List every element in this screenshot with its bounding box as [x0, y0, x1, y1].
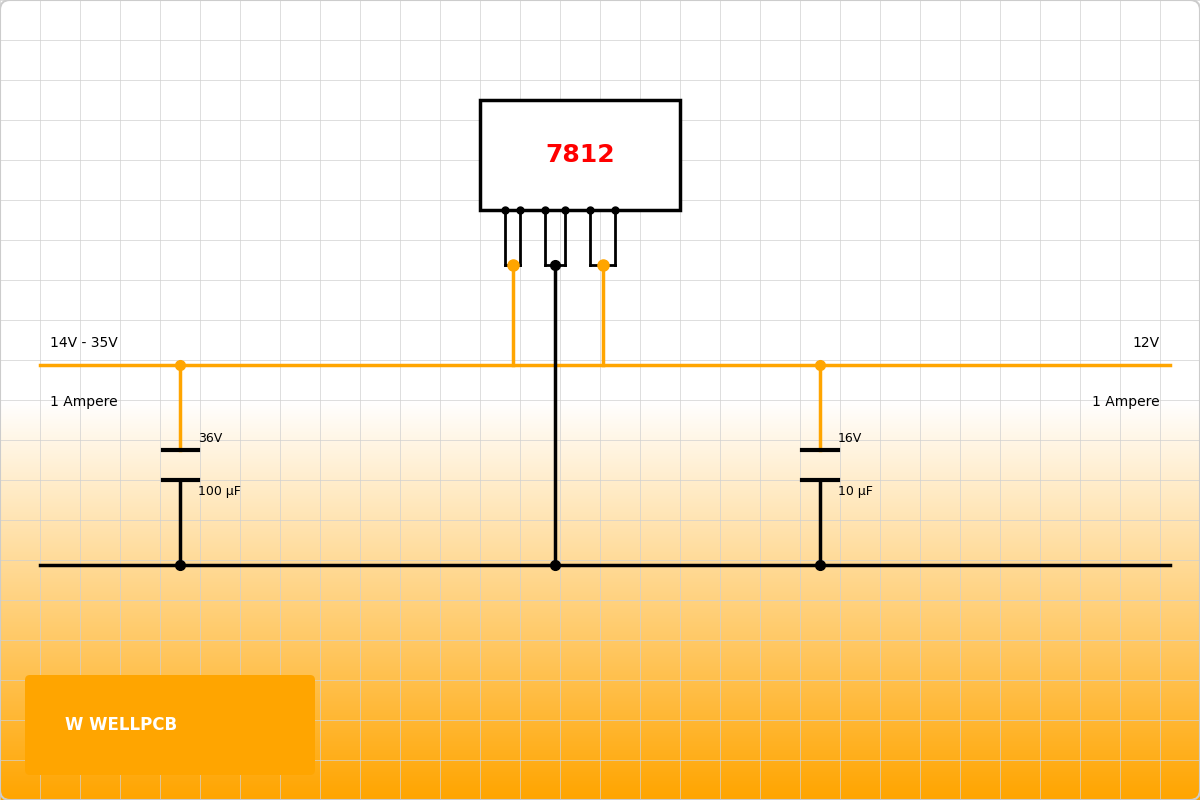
Text: W WELLPCB: W WELLPCB: [65, 716, 178, 734]
FancyBboxPatch shape: [25, 675, 314, 775]
Text: 10 μF: 10 μF: [838, 485, 872, 498]
Text: 1 Ampere: 1 Ampere: [1092, 395, 1160, 409]
Text: 14V - 35V: 14V - 35V: [50, 336, 118, 350]
Text: 7812: 7812: [545, 143, 614, 167]
Text: 1 Ampere: 1 Ampere: [50, 395, 118, 409]
Bar: [480, 100, 680, 210]
Text: 16V: 16V: [838, 432, 863, 445]
Text: 12V: 12V: [1133, 336, 1160, 350]
Text: 36V: 36V: [198, 432, 222, 445]
Text: 100 μF: 100 μF: [198, 485, 241, 498]
